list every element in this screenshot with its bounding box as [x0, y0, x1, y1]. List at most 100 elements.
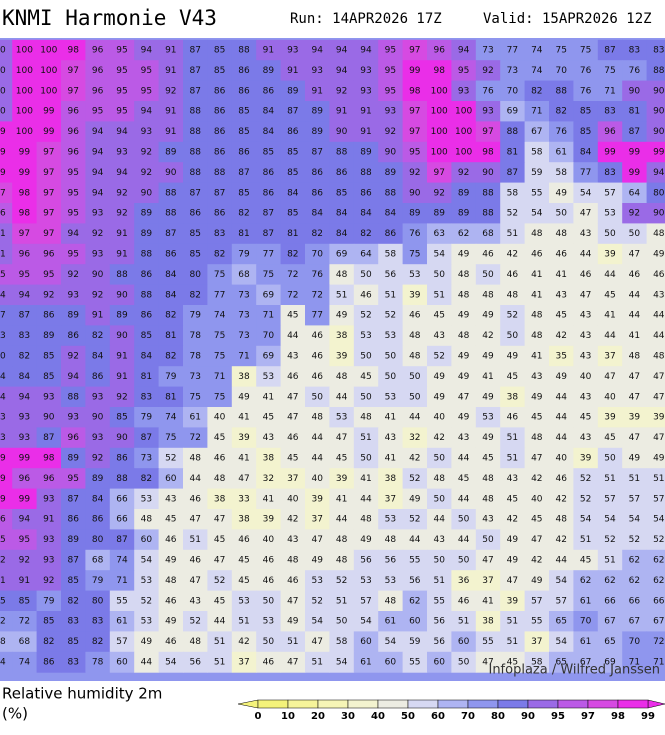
- humidity-value: 38: [507, 392, 519, 402]
- humidity-value: 73: [507, 66, 518, 76]
- humidity-value: 82: [43, 637, 54, 647]
- humidity-value: 79: [92, 576, 104, 586]
- humidity-value: 84: [263, 107, 275, 117]
- humidity-cell: [353, 325, 379, 347]
- humidity-value: 96: [67, 148, 79, 158]
- humidity-value: 95: [0, 535, 6, 545]
- humidity-value: 94: [311, 46, 323, 56]
- humidity-cell: [524, 141, 550, 163]
- humidity-cell: [353, 549, 379, 571]
- humidity-cell: [256, 284, 282, 306]
- humidity-cell: [353, 182, 379, 204]
- colorbar-segment: [377, 699, 409, 709]
- humidity-value: 85: [287, 148, 298, 158]
- humidity-cell: [134, 284, 160, 306]
- humidity-cell: [0, 60, 13, 82]
- humidity-cell: [61, 325, 86, 347]
- humidity-cell: [207, 305, 233, 326]
- colorbar-segment: [527, 699, 559, 709]
- humidity-cell: [329, 509, 355, 530]
- humidity-value: 52: [433, 352, 444, 362]
- humidity-value: 88: [141, 290, 153, 300]
- humidity-value: 93: [43, 494, 54, 504]
- humidity-cell: [475, 243, 501, 265]
- humidity-cell: [0, 223, 13, 245]
- humidity-value: 48: [458, 331, 470, 341]
- humidity-value: 51: [336, 290, 347, 300]
- humidity-cell: [231, 345, 257, 367]
- humidity-cell: [183, 386, 208, 408]
- humidity-cell: [134, 325, 160, 347]
- humidity-cell: [207, 386, 233, 408]
- humidity-cell: [524, 162, 550, 184]
- humidity-value: 44: [409, 413, 421, 423]
- humidity-value: 87: [604, 46, 615, 56]
- humidity-value: 45: [531, 515, 542, 525]
- humidity-cell: [500, 447, 526, 469]
- humidity-cell: [158, 264, 184, 286]
- humidity-value: 43: [482, 515, 493, 525]
- humidity-value: 61: [580, 637, 591, 647]
- humidity-value: 61: [580, 596, 591, 606]
- humidity-cell: [61, 447, 86, 469]
- humidity-value: 88: [555, 86, 567, 96]
- humidity-value: 84: [385, 209, 397, 219]
- humidity-value: 48: [409, 352, 421, 362]
- humidity-value: 71: [214, 372, 225, 382]
- humidity-value: 67: [580, 658, 591, 668]
- humidity-value: 96: [0, 209, 6, 219]
- humidity-cell: [646, 243, 665, 265]
- humidity-value: 51: [311, 658, 322, 668]
- humidity-value: 93: [141, 127, 152, 137]
- humidity-cell: [500, 549, 526, 571]
- humidity-value: 59: [409, 637, 421, 647]
- humidity-cell: [402, 243, 428, 265]
- humidity-cell: [378, 141, 404, 163]
- humidity-value: 41: [531, 290, 542, 300]
- humidity-value: 80: [92, 596, 104, 606]
- humidity-cell: [549, 590, 574, 612]
- humidity-value: 47: [238, 474, 249, 484]
- humidity-value: 92: [385, 127, 396, 137]
- humidity-value: 83: [653, 46, 664, 56]
- humidity-value: 96: [19, 474, 31, 484]
- humidity-cell: [305, 427, 330, 449]
- humidity-cell: [0, 284, 13, 306]
- humidity-value: 97: [43, 209, 54, 219]
- humidity-value: 94: [336, 66, 348, 76]
- humidity-value: 44: [189, 474, 201, 484]
- humidity-value: 98: [482, 148, 494, 158]
- humidity-cell: [305, 80, 330, 102]
- colorbar-label: 40: [371, 711, 385, 722]
- humidity-value: 93: [385, 107, 396, 117]
- humidity-cell: [427, 182, 452, 204]
- humidity-cell: [402, 447, 428, 469]
- humidity-cell: [0, 325, 13, 347]
- humidity-value: 92: [67, 352, 78, 362]
- humidity-cell: [622, 570, 648, 592]
- humidity-cell: [573, 101, 599, 122]
- humidity-value: 86: [214, 209, 226, 219]
- humidity-cell: [12, 529, 38, 551]
- humidity-value: 38: [263, 454, 275, 464]
- humidity-cell: [573, 284, 599, 306]
- humidity-value: 81: [141, 372, 152, 382]
- humidity-cell: [36, 488, 62, 510]
- humidity-cell: [158, 447, 184, 469]
- humidity-value: 47: [311, 637, 322, 647]
- humidity-cell: [12, 590, 38, 612]
- humidity-cell: [280, 529, 306, 551]
- humidity-cell: [305, 590, 330, 612]
- humidity-cell: [280, 447, 306, 469]
- humidity-cell: [61, 80, 86, 102]
- humidity-value: 90: [116, 331, 128, 341]
- humidity-value: 32: [263, 474, 274, 484]
- humidity-cell: [85, 366, 111, 388]
- humidity-value: 69: [507, 107, 519, 117]
- humidity-value: 47: [214, 515, 225, 525]
- humidity-cell: [524, 651, 550, 673]
- humidity-value: 41: [555, 270, 566, 280]
- humidity-value: 70: [555, 66, 567, 76]
- humidity-cell: [109, 468, 135, 490]
- humidity-value: 52: [653, 535, 664, 545]
